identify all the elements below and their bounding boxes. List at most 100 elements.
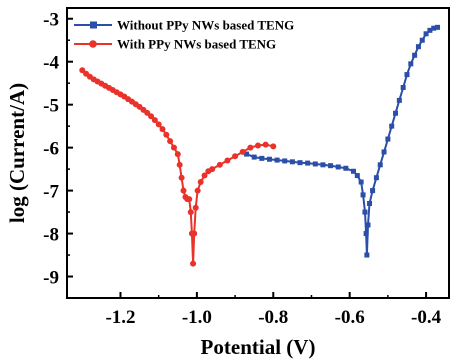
data-point — [404, 72, 410, 78]
data-point — [282, 158, 288, 164]
data-point — [393, 110, 399, 116]
data-point — [262, 141, 269, 148]
data-point — [320, 162, 326, 168]
data-point — [373, 175, 379, 181]
data-point — [364, 252, 370, 258]
data-point — [148, 113, 155, 120]
legend-marker — [89, 40, 97, 48]
data-point — [297, 160, 303, 166]
data-point — [197, 179, 204, 185]
data-point — [328, 163, 334, 169]
legend-marker — [90, 21, 97, 29]
data-point — [274, 157, 280, 163]
y-tick-label: -4 — [43, 53, 59, 74]
data-point — [312, 161, 318, 167]
data-point — [194, 187, 201, 194]
data-point — [396, 97, 402, 103]
data-point — [163, 131, 170, 138]
data-point — [186, 196, 193, 203]
data-point — [144, 109, 151, 116]
data-point — [178, 174, 185, 181]
series-layer — [79, 24, 441, 267]
data-point — [385, 136, 391, 142]
data-point — [174, 151, 181, 158]
data-point — [389, 123, 395, 129]
data-point — [247, 144, 254, 151]
y-tick-label: -7 — [43, 182, 59, 203]
data-point — [305, 160, 311, 166]
series-1 — [244, 24, 441, 258]
legend-entry: Without PPy NWs based TENG — [74, 18, 294, 33]
y-tick-label: -5 — [43, 96, 59, 117]
x-axis: -1.2 -1.0 -0.8 -0.6 -0.4 — [105, 292, 442, 328]
data-point — [343, 165, 349, 171]
data-point — [151, 117, 158, 124]
y-tick-label: -8 — [43, 225, 59, 246]
y-tick-label: -9 — [43, 268, 59, 289]
data-point — [412, 52, 418, 58]
y-axis: -9 -8 -7 -6 -5 -4 -3 — [43, 10, 73, 289]
data-point — [167, 138, 174, 145]
data-point — [362, 209, 368, 215]
y-axis-title: log (Current/A) — [5, 83, 29, 223]
x-tick-label: -0.6 — [335, 307, 365, 328]
legend-label: Without PPy NWs based TENG — [117, 18, 294, 33]
x-axis-title: Potential (V) — [201, 335, 316, 359]
data-point — [400, 84, 406, 90]
data-point — [201, 172, 208, 179]
data-point — [370, 188, 376, 194]
y-tick-label: -3 — [43, 10, 59, 31]
data-point — [365, 222, 371, 228]
data-point — [224, 157, 231, 164]
data-point — [155, 121, 162, 128]
data-point — [270, 143, 277, 150]
data-point — [187, 209, 194, 216]
data-point — [266, 156, 272, 162]
data-point — [79, 67, 86, 74]
data-point — [419, 37, 425, 43]
x-tick-label: -0.8 — [258, 307, 288, 328]
data-point — [232, 153, 239, 160]
data-point — [351, 168, 356, 174]
data-point — [423, 31, 429, 37]
data-point — [367, 200, 373, 206]
data-point — [363, 231, 369, 237]
data-point — [176, 161, 183, 168]
legend-entry: With PPy NWs based TENG — [74, 37, 276, 52]
data-point — [335, 164, 341, 170]
data-point — [360, 192, 366, 198]
data-point — [377, 162, 383, 168]
data-point — [259, 155, 265, 161]
data-point — [180, 187, 187, 194]
data-point — [381, 149, 387, 155]
data-point — [216, 161, 223, 168]
plot-area — [66, 7, 450, 299]
data-point — [354, 173, 360, 179]
data-point — [431, 25, 437, 31]
data-point — [255, 142, 261, 149]
legend-label: With PPy NWs based TENG — [117, 37, 276, 52]
data-point — [239, 148, 246, 155]
x-tick-label: -1.2 — [105, 307, 135, 328]
data-point — [190, 260, 197, 267]
x-tick-label: -1.0 — [182, 307, 212, 328]
data-point — [170, 144, 177, 151]
data-point — [159, 126, 166, 133]
plot-frame — [66, 7, 450, 299]
y-tick-label: -6 — [43, 139, 59, 160]
data-point — [209, 166, 216, 173]
data-point — [289, 159, 295, 165]
data-point — [192, 204, 199, 211]
data-point — [244, 151, 250, 157]
data-point — [427, 27, 433, 33]
data-point — [251, 154, 257, 160]
data-point — [415, 44, 421, 50]
x-tick-label: -0.4 — [411, 307, 442, 328]
series-2 — [79, 67, 277, 267]
data-point — [358, 179, 364, 185]
legend: Without PPy NWs based TENG With PPy NWs b… — [74, 18, 294, 52]
data-point — [191, 230, 198, 237]
data-point — [435, 24, 441, 30]
data-point — [408, 61, 414, 67]
